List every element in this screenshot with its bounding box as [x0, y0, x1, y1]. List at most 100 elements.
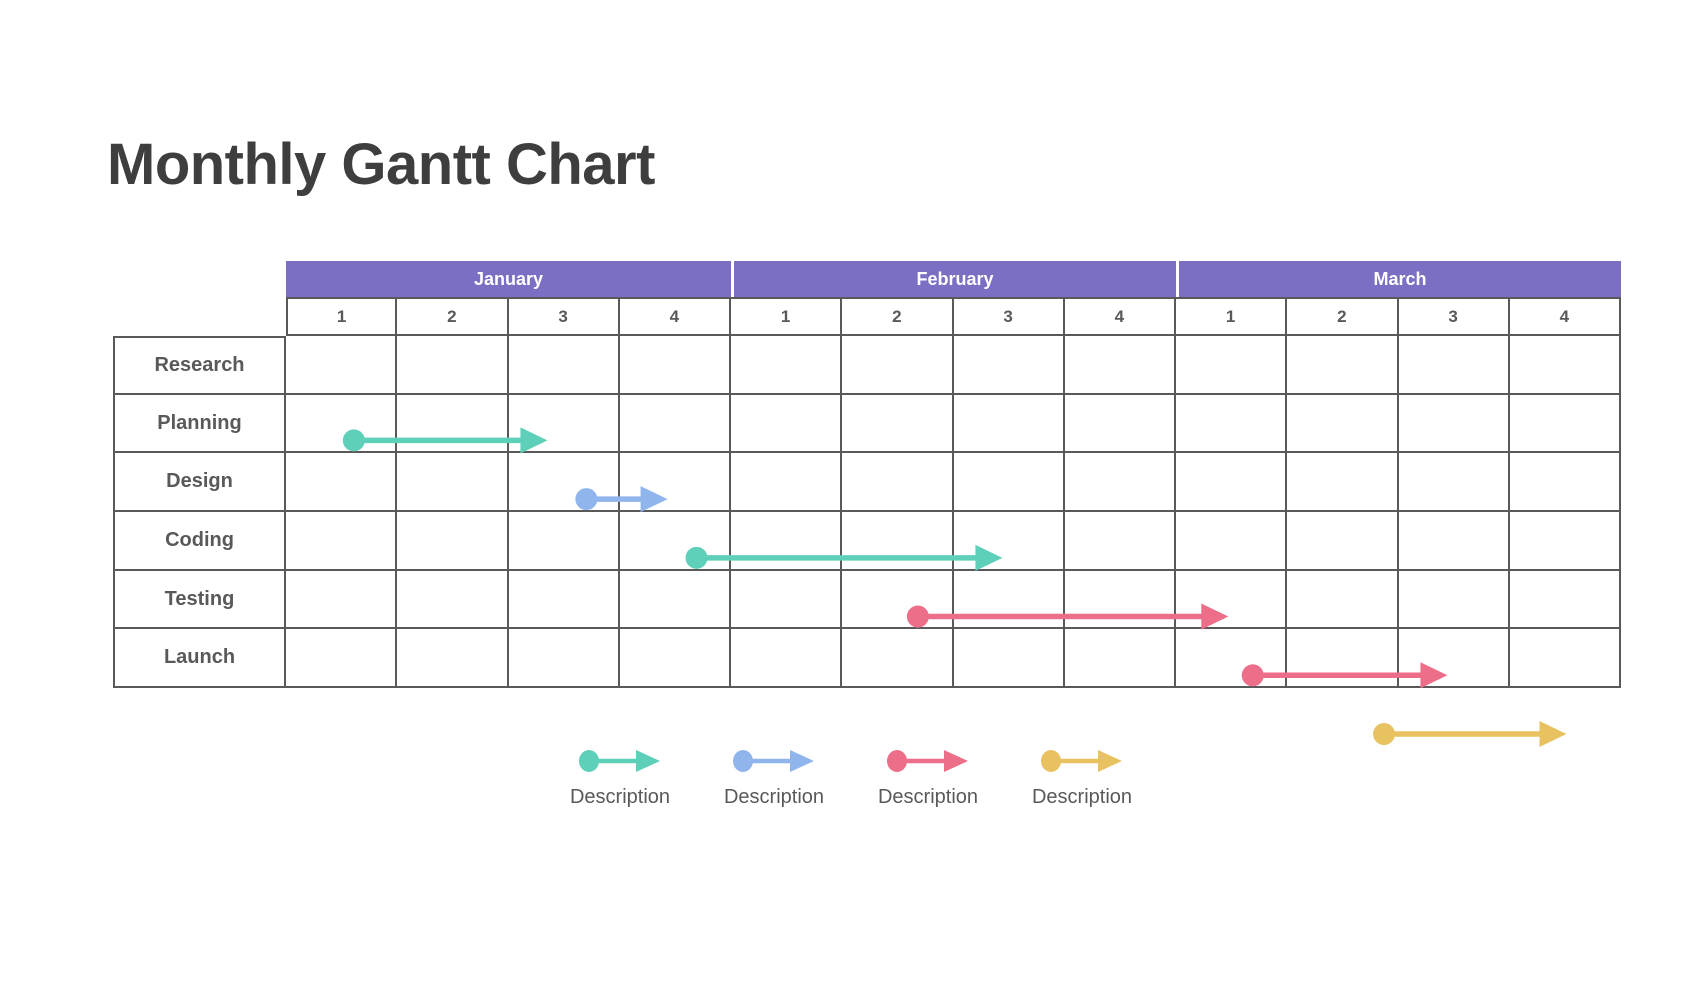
task-label-launch: Launch	[113, 629, 286, 689]
grid-cell	[397, 512, 509, 571]
week-cell-february-4: 4	[1064, 297, 1176, 336]
grid-cell	[731, 629, 843, 689]
legend-arrow-icon	[579, 750, 660, 772]
grid-cell	[286, 336, 398, 395]
week-cell-february-1: 1	[731, 297, 843, 336]
legend-arrow-icon	[733, 750, 814, 772]
week-cell-january-1: 1	[286, 297, 398, 336]
grid-cell	[731, 570, 843, 630]
grid-cell	[842, 629, 954, 689]
grid-cell	[953, 512, 1065, 571]
arrow-start-dot	[1373, 723, 1396, 746]
week-cell-february-2: 2	[842, 297, 954, 336]
grid-cell	[397, 336, 509, 395]
grid-cell	[1509, 512, 1621, 571]
grid-cell	[397, 394, 509, 454]
grid-cell	[731, 336, 843, 395]
week-cell-january-2-label: 2	[447, 306, 457, 326]
week-cell-march-1: 1	[1176, 297, 1288, 336]
month-cell-january-label: January	[473, 268, 544, 289]
grid-cell	[1509, 394, 1621, 454]
month-cell-march-label: March	[1373, 268, 1427, 289]
grid-cell	[1398, 512, 1510, 571]
grid-cell	[619, 394, 731, 454]
task-rows: Research Planning Design Coding Testing Launc…	[113, 336, 1621, 748]
grid-cell	[842, 394, 954, 454]
legend-arrow-icon	[887, 750, 968, 772]
grid-cell	[1287, 570, 1399, 630]
grid-cell	[619, 512, 731, 571]
week-cell-february-3: 3	[953, 297, 1065, 336]
grid-cell	[1398, 394, 1510, 454]
task-label-planning-label: Planning	[157, 411, 242, 434]
task-row-launch: Launch	[113, 629, 1621, 689]
grid-cell	[508, 336, 620, 395]
task-label-planning: Planning	[113, 394, 286, 454]
week-cell-february-3-label: 3	[1003, 306, 1013, 326]
legend-item-blue: Description	[719, 744, 829, 809]
task-label-coding: Coding	[113, 512, 286, 571]
week-cell-january-1-label: 1	[336, 306, 347, 326]
grid-cell	[1176, 394, 1288, 454]
grid-cell	[842, 570, 954, 630]
grid-cell	[1509, 629, 1621, 689]
legend-item-teal: Description	[565, 744, 675, 809]
grid-cell	[731, 394, 843, 454]
grid-cell	[842, 453, 954, 513]
grid-cell	[1287, 512, 1399, 571]
month-cell-february: February	[731, 261, 1176, 297]
task-row-coding: Coding	[113, 512, 1621, 571]
grid-cell	[842, 336, 954, 395]
grid-cell	[508, 629, 620, 689]
grid-cell	[953, 570, 1065, 630]
week-cell-january-4: 4	[619, 297, 731, 336]
grid-cell	[1287, 394, 1399, 454]
grid-cell	[1176, 570, 1288, 630]
grid-cell	[1398, 336, 1510, 395]
task-label-testing-label: Testing	[164, 587, 235, 610]
legend-arrow-icon	[1041, 750, 1122, 772]
task-row-research: Research	[113, 336, 1621, 395]
grid-cell	[731, 512, 843, 571]
grid-cell	[286, 570, 398, 630]
task-label-coding-label: Coding	[165, 528, 234, 551]
grid-cell	[1398, 453, 1510, 513]
week-cell-january-3-label: 3	[558, 306, 568, 326]
grid-cell	[1509, 453, 1621, 513]
grid-cell	[397, 453, 509, 513]
task-row-testing: Testing	[113, 570, 1621, 630]
grid-cell	[619, 336, 731, 395]
grid-cell	[1176, 512, 1288, 571]
grid-cell	[1509, 336, 1621, 395]
week-cell-march-1-label: 1	[1225, 306, 1236, 326]
task-label-launch-label: Launch	[163, 646, 236, 669]
grid-cell	[1064, 512, 1176, 571]
legend-label: Description	[569, 786, 671, 808]
grid-cell	[731, 453, 843, 513]
page-title: Monthly Gantt Chart	[107, 132, 655, 197]
grid-cell	[1064, 336, 1176, 395]
week-cell-march-3-label: 3	[1448, 306, 1458, 326]
week-cell-january-2: 2	[397, 297, 509, 336]
gantt-table: January February March 1 2 3 4 1 2 3 4 1 2 3 4 Resear…	[113, 261, 1621, 748]
week-cell-march-2-label: 2	[1337, 306, 1347, 326]
grid-cell	[842, 512, 954, 571]
grid-cell	[1064, 570, 1176, 630]
grid-cell	[1509, 570, 1621, 630]
grid-cell	[619, 629, 731, 689]
week-cell-february-4-label: 4	[1114, 306, 1125, 326]
week-cell-march-3: 3	[1398, 297, 1510, 336]
week-cell-february-2-label: 2	[892, 306, 902, 326]
task-label-design-label: Design	[166, 470, 233, 493]
grid-cell	[1064, 394, 1176, 454]
task-label-research-label: Research	[154, 353, 245, 376]
grid-cell	[397, 570, 509, 630]
month-cell-march: March	[1176, 261, 1621, 297]
grid-cell	[953, 336, 1065, 395]
month-header-row: January February March	[286, 261, 1621, 297]
month-cell-january: January	[286, 261, 731, 297]
grid-cell	[508, 394, 620, 454]
week-cell-march-4-label: 4	[1559, 306, 1570, 326]
grid-cell	[286, 512, 398, 571]
grid-cell	[508, 512, 620, 571]
